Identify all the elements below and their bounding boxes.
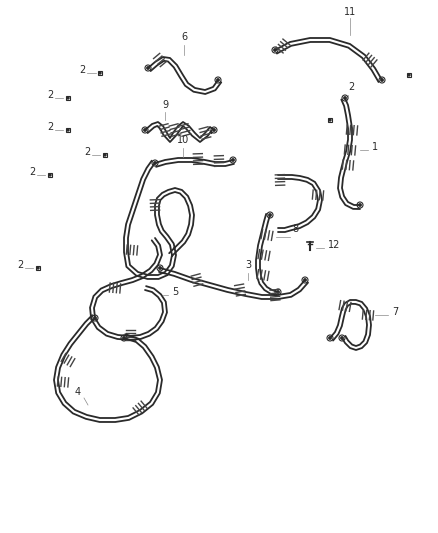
Circle shape — [329, 119, 331, 121]
Circle shape — [147, 67, 149, 69]
Circle shape — [269, 214, 271, 216]
Circle shape — [274, 49, 276, 51]
Circle shape — [341, 337, 343, 339]
Circle shape — [408, 74, 410, 76]
Text: 10: 10 — [177, 135, 189, 145]
Text: 4: 4 — [75, 387, 81, 397]
Bar — [36, 266, 40, 270]
Bar — [407, 73, 411, 77]
Circle shape — [277, 291, 279, 293]
Circle shape — [213, 129, 215, 131]
Text: 8: 8 — [292, 224, 298, 234]
Bar — [98, 71, 102, 75]
Text: 6: 6 — [181, 32, 187, 42]
Text: 7: 7 — [392, 307, 398, 317]
Circle shape — [217, 79, 219, 81]
Text: 3: 3 — [245, 260, 251, 270]
Circle shape — [67, 129, 69, 131]
Circle shape — [123, 337, 125, 339]
Text: 2: 2 — [29, 167, 35, 177]
Circle shape — [144, 129, 146, 131]
Text: 2: 2 — [84, 147, 90, 157]
Text: 2: 2 — [348, 82, 354, 92]
Text: 1: 1 — [372, 142, 378, 152]
Circle shape — [232, 159, 234, 161]
Circle shape — [99, 72, 101, 74]
Circle shape — [329, 337, 331, 339]
Circle shape — [359, 204, 361, 206]
Text: 12: 12 — [328, 240, 340, 250]
Bar — [48, 173, 52, 177]
Circle shape — [344, 97, 346, 99]
Circle shape — [154, 162, 156, 164]
Circle shape — [67, 97, 69, 99]
Text: 11: 11 — [344, 7, 356, 17]
Text: 9: 9 — [162, 100, 168, 110]
Circle shape — [381, 79, 383, 81]
Bar — [66, 128, 70, 132]
Circle shape — [94, 317, 96, 319]
Text: 2: 2 — [17, 260, 23, 270]
Circle shape — [304, 279, 306, 281]
Circle shape — [159, 267, 161, 269]
Text: 2: 2 — [47, 122, 53, 132]
Bar — [103, 153, 107, 157]
Circle shape — [37, 267, 39, 269]
Circle shape — [104, 154, 106, 156]
Text: 5: 5 — [172, 287, 178, 297]
Text: 2: 2 — [79, 65, 85, 75]
Bar — [66, 96, 70, 100]
Text: 2: 2 — [47, 90, 53, 100]
Circle shape — [49, 174, 51, 176]
Bar — [328, 118, 332, 122]
